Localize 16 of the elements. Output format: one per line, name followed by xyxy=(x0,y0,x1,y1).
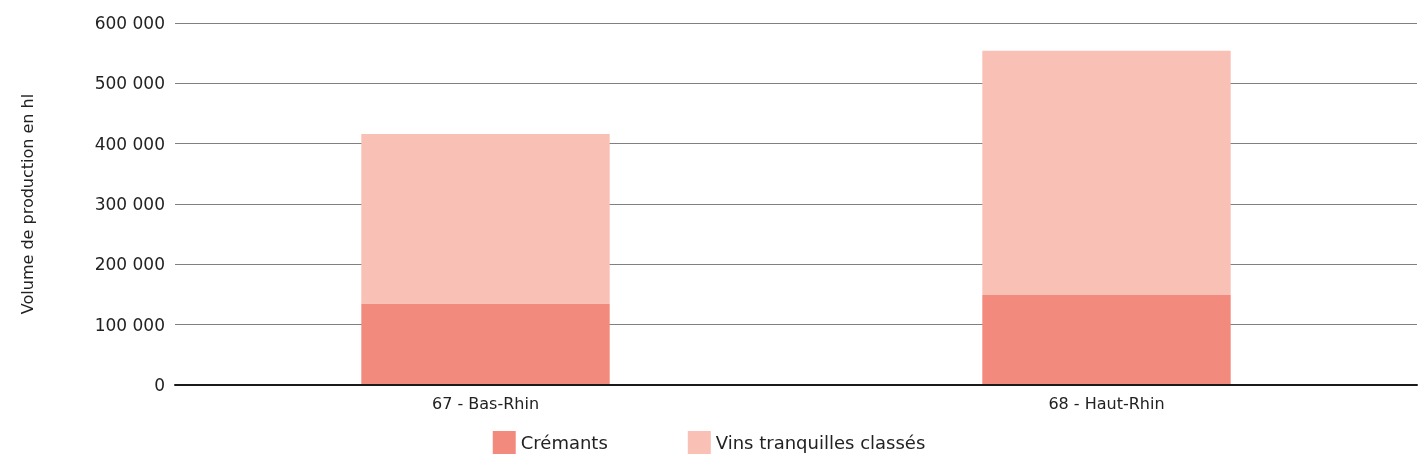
y-tick-label: 500 000 xyxy=(94,73,165,94)
y-tick-label: 300 000 xyxy=(94,194,165,214)
x-tick-label: 68 - Haut-Rhin xyxy=(1048,393,1165,413)
y-tick-label: 600 000 xyxy=(94,13,165,33)
bar xyxy=(361,134,610,304)
y-tick-label: 100 000 xyxy=(94,314,165,335)
bar xyxy=(982,50,1231,296)
x-tick-label: 67 - Bas-Rhin xyxy=(431,393,540,413)
y-tick-label: 400 000 xyxy=(94,133,165,154)
legend-label: Vins tranquilles classés xyxy=(715,432,926,453)
y-tick-label: 200 000 xyxy=(94,254,165,275)
legend-label: Crémants xyxy=(520,432,608,453)
y-axis-title: Volume de production en hl xyxy=(17,93,37,315)
bar xyxy=(361,303,610,385)
y-tick-label: 0 xyxy=(154,375,165,395)
bar xyxy=(982,295,1231,385)
